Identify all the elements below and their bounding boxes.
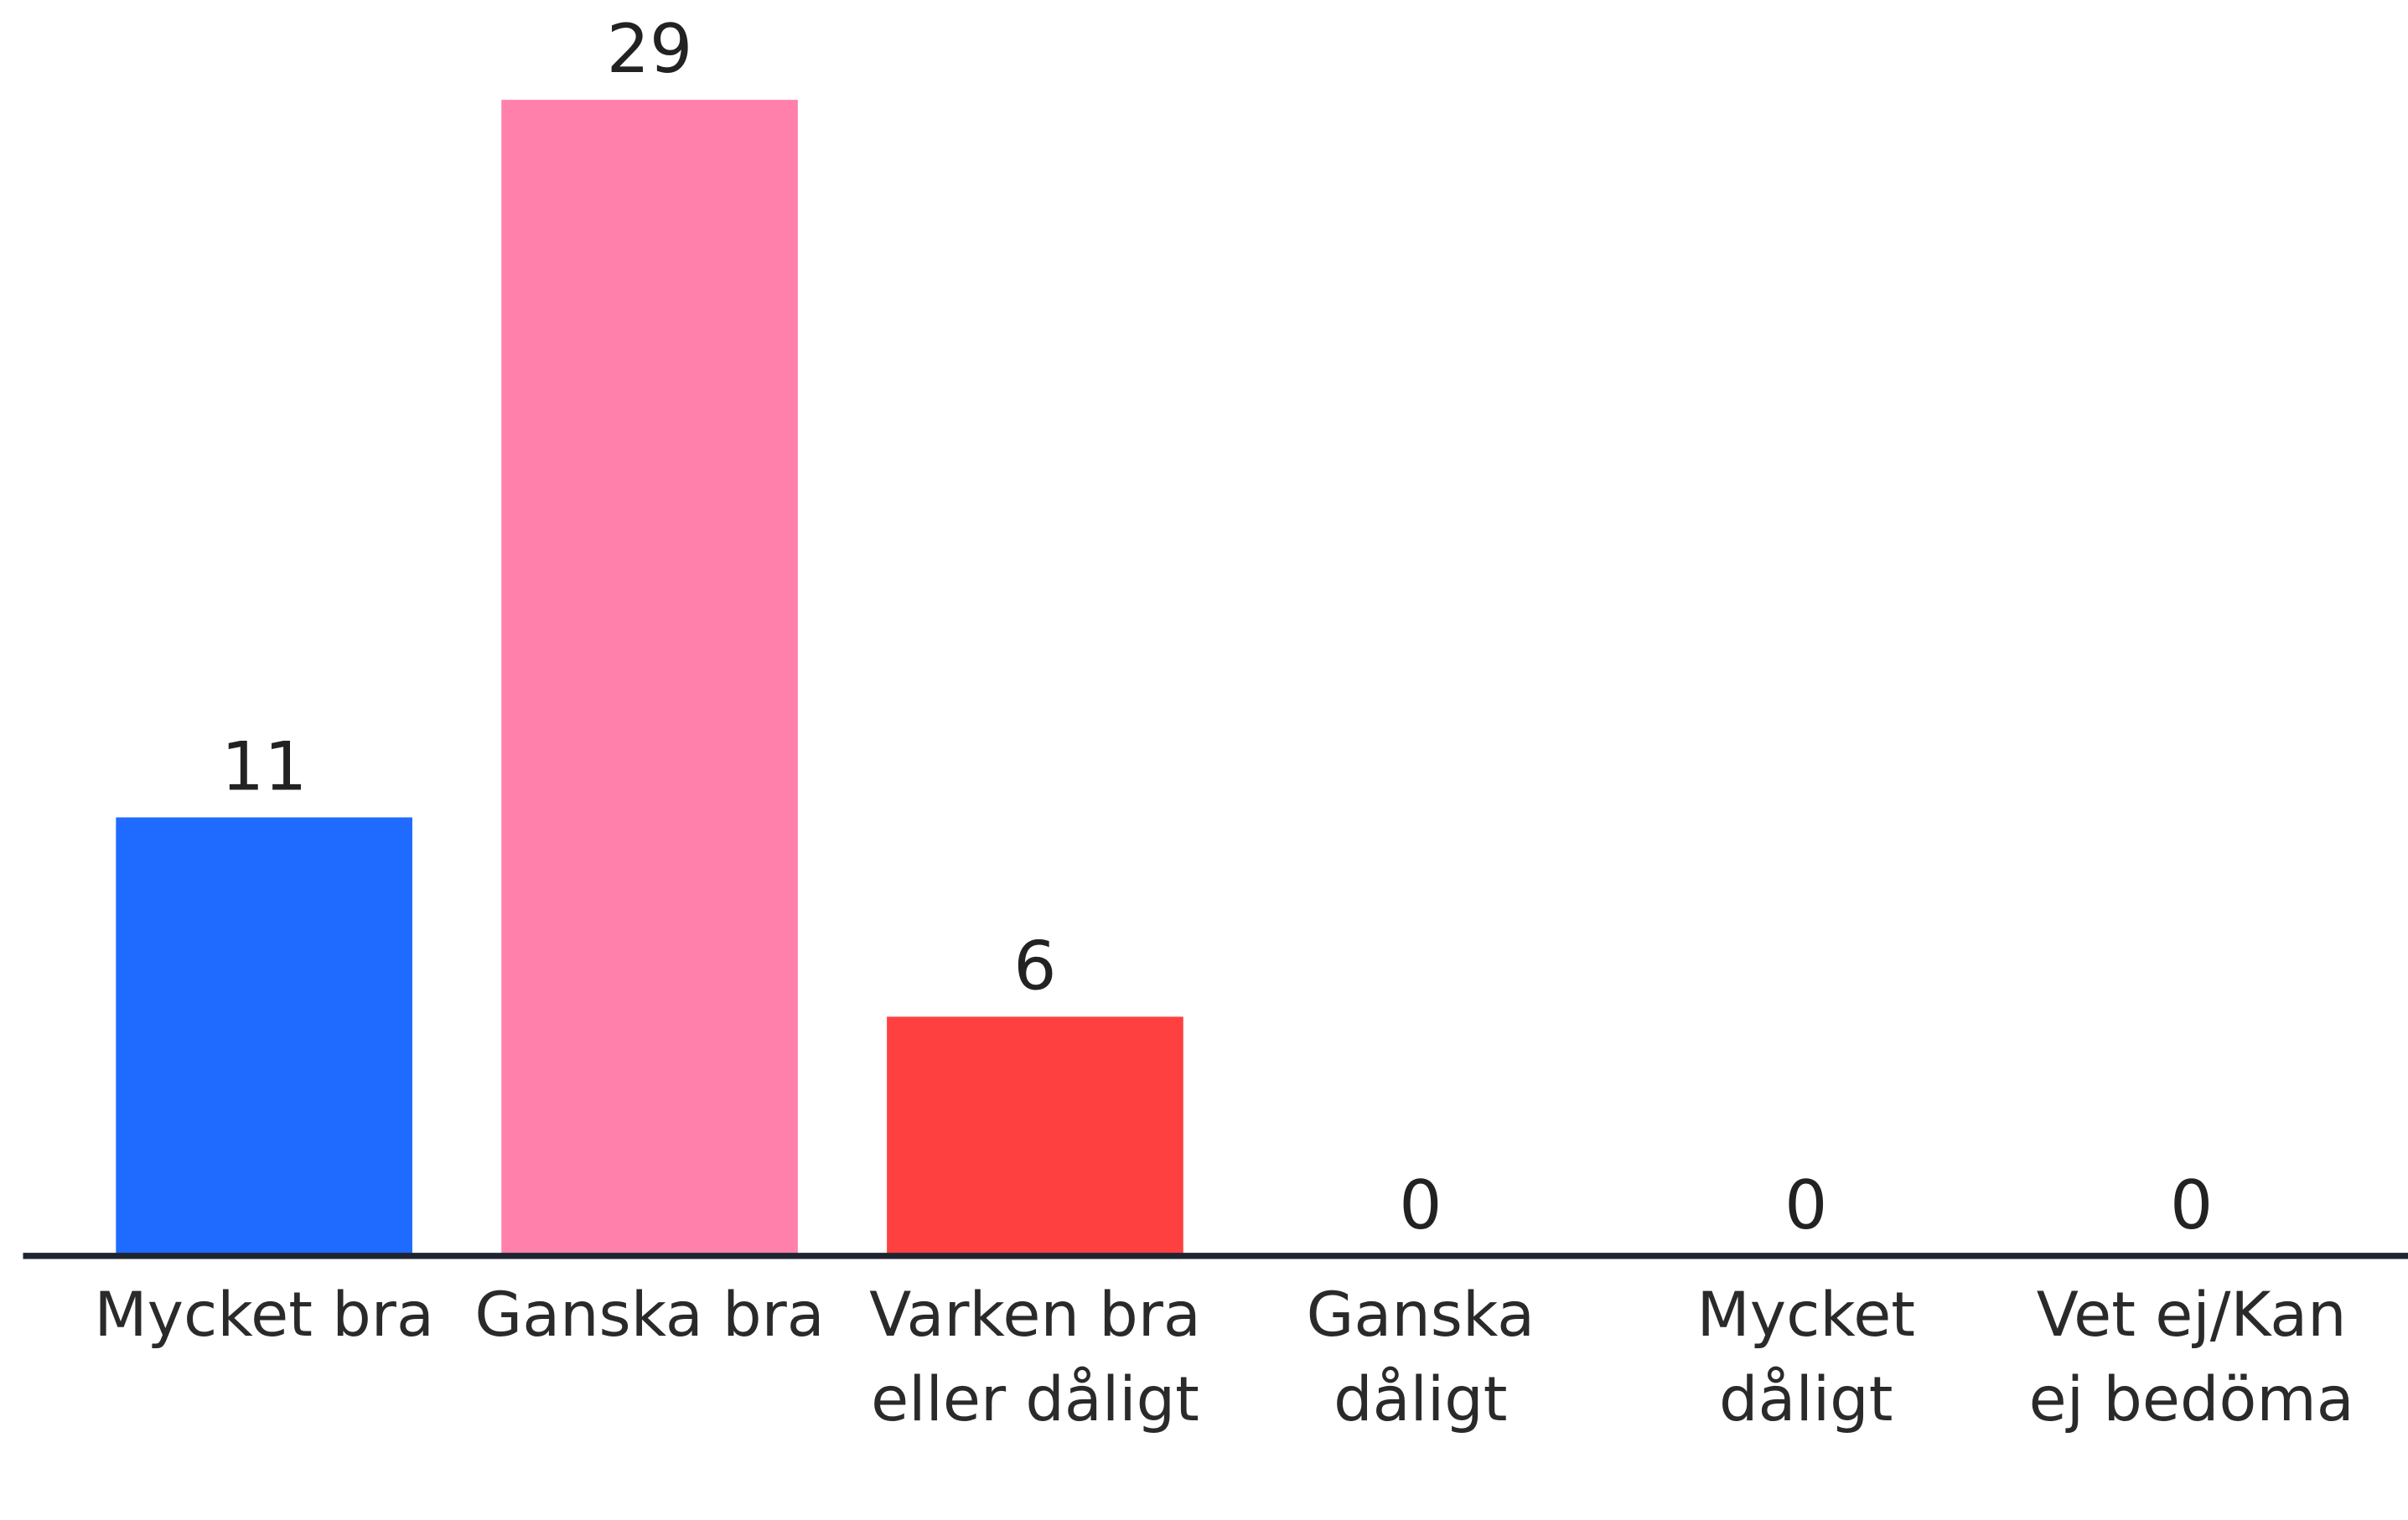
bar (887, 1016, 1183, 1256)
x-tick-label-box: Varken bra eller dåligt (869, 1280, 1201, 1436)
x-tick-label: Vet ej/Kan ej bedöma (2028, 1280, 2354, 1436)
bar (501, 100, 798, 1256)
value-label: 6 (1013, 927, 1056, 1006)
x-tick-label: Ganska dåligt (1306, 1280, 1535, 1436)
x-tick-label-box: Ganska bra (474, 1280, 825, 1352)
bar (116, 817, 412, 1256)
x-tick-label-box: Mycket dåligt (1696, 1280, 1916, 1436)
value-label: 11 (221, 728, 308, 807)
x-tick-label: Ganska bra (474, 1280, 825, 1352)
x-tick-label: Mycket dåligt (1696, 1280, 1916, 1436)
x-tick-label: Varken bra eller dåligt (869, 1280, 1201, 1436)
value-label: 0 (2170, 1166, 2213, 1245)
value-label: 0 (1784, 1166, 1827, 1245)
value-label: 29 (607, 10, 693, 89)
x-tick-label-box: Ganska dåligt (1306, 1280, 1535, 1436)
x-tick-label-box: Mycket bra (94, 1280, 434, 1352)
value-label: 0 (1399, 1166, 1442, 1245)
x-tick-label-box: Vet ej/Kan ej bedöma (2028, 1280, 2354, 1436)
x-tick-label: Mycket bra (94, 1280, 434, 1352)
